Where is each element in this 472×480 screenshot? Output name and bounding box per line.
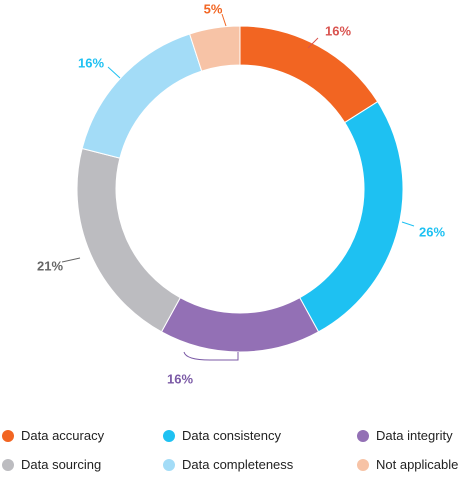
leader-line-data-completeness (107, 66, 121, 79)
legend-label: Data completeness (182, 457, 294, 472)
legend-swatch (357, 458, 369, 471)
data-label-data-sourcing: 21% (37, 258, 63, 273)
legend-item-data-sourcing: Data sourcing (0, 457, 161, 472)
legend-item-data-integrity: Data integrity (355, 428, 472, 443)
donut-slice-data-sourcing (76, 147, 181, 333)
leader-line-not-applicable (221, 13, 227, 27)
legend-item-not-applicable: Not applicable (355, 457, 472, 472)
chart-legend: Data accuracy Data consistency Data inte… (0, 428, 472, 472)
legend-swatch (2, 458, 14, 471)
legend-swatch (163, 429, 175, 442)
leader-line-data-consistency (401, 221, 415, 227)
leader-line-data-integrity (183, 351, 239, 361)
data-label-data-consistency: 26% (419, 224, 445, 239)
data-label-data-integrity: 16% (167, 371, 193, 386)
donut-slice-data-accuracy (239, 25, 379, 124)
legend-label: Data consistency (182, 428, 281, 443)
donut-slice-data-integrity (160, 296, 320, 353)
data-label-data-accuracy: 16% (325, 23, 351, 38)
donut-slice-data-consistency (299, 100, 404, 333)
legend-label: Data sourcing (21, 457, 102, 472)
data-label-not-applicable: 5% (204, 1, 223, 16)
legend-item-data-completeness: Data completeness (161, 457, 355, 472)
legend-item-data-accuracy: Data accuracy (0, 428, 161, 443)
data-label-data-completeness: 16% (78, 55, 104, 70)
legend-label: Data integrity (376, 428, 453, 443)
donut-slice-data-completeness (81, 33, 203, 159)
donut-chart: 16% 26% 16% 21% 16% 5% (37, 1, 445, 386)
legend-swatch (163, 458, 175, 471)
legend-label: Not applicable (376, 457, 459, 472)
legend-item-data-consistency: Data consistency (161, 428, 355, 443)
legend-swatch (2, 429, 14, 442)
donut-slice-not-applicable (188, 25, 241, 72)
legend-label: Data accuracy (21, 428, 105, 443)
legend-swatch (357, 429, 369, 442)
leader-line-data-sourcing (61, 257, 81, 263)
leader-line-data-accuracy (307, 37, 319, 49)
